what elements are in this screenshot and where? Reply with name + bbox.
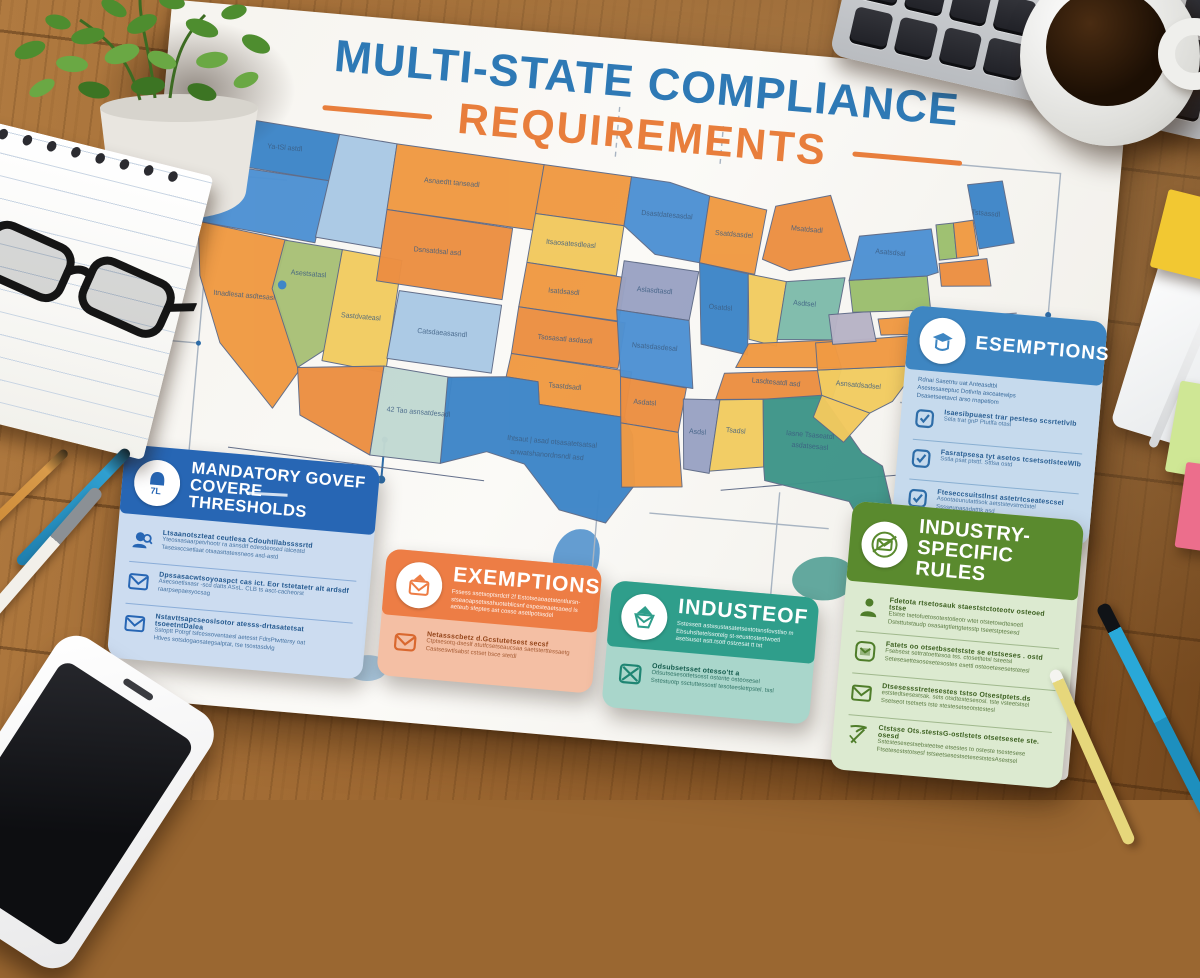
list-item: Odsubsetsset otesso'tt a Otlsutsesesotfe…: [616, 653, 799, 712]
map-label: Lasdtesatdl asd: [751, 376, 800, 388]
bell-icon: 7L: [132, 457, 183, 508]
state-wisconsin: [699, 195, 768, 275]
title-underline-left: [322, 104, 433, 120]
crossed-envelope-icon: [859, 519, 910, 570]
esemptions-box: ESEMPTIONS Rdnai Sasetrtu uat Anteasdtbl…: [890, 304, 1111, 547]
list-item: Isaesibpuaest trar pesteso scsrtetlvlb S…: [912, 400, 1086, 455]
map-label: asdatsesasl: [791, 441, 829, 452]
state-maine: [967, 180, 1015, 250]
envelope-icon: [849, 681, 873, 710]
map-label: Asdatsl: [633, 398, 657, 408]
map-label: Tsadsl: [726, 426, 747, 436]
industeof-box: INDUSTEOF Sstessett astssustasatetsestot…: [601, 580, 820, 725]
map-label: Tstsassdl: [971, 208, 1001, 219]
map-label: Isatdsasdl: [548, 286, 580, 297]
phone-speaker: [121, 677, 154, 702]
person-icon: [856, 596, 880, 626]
state-wyoming: [375, 209, 514, 301]
state-new-york: [848, 228, 939, 281]
eyeglasses: [0, 220, 200, 338]
list-item: Fatets oo otsetbssetstste se etstseses .…: [852, 631, 1060, 692]
list-item: Ltsaanotszteat ceutlesa Cdouhtllabssssrt…: [129, 520, 360, 583]
list-item: Netassscbetz d.Gcstutetsest secsf Ctptse…: [391, 621, 582, 680]
industry-rules-header: INDUSTRY-SPECIFIC RULES: [846, 500, 1085, 602]
coffee-mug: [1020, 0, 1200, 146]
mandatory-header: 7L MANDATORY GOVEF COVERE THRESHOLDS: [119, 444, 381, 536]
map-label: Ya-tSl astdl: [267, 142, 303, 153]
exemptions-header: EXEMPTIONS Fssess ssetsoptsrdctf 2f Esto…: [381, 548, 603, 634]
calculator-key: [947, 0, 993, 28]
envelope-icon: [122, 612, 146, 642]
map-label: Asdsl: [689, 427, 707, 437]
state-new-hampshire: [952, 219, 980, 259]
state-massachusetts: [938, 258, 992, 287]
envelope-x-icon: [617, 661, 643, 692]
lake-dot: [277, 280, 287, 290]
industry-rules-box: INDUSTRY-SPECIFIC RULES Fdetota rtsetosa…: [829, 500, 1085, 789]
map-label: Asdtsel: [793, 299, 817, 309]
state-minnesota: [623, 176, 711, 264]
title-underline-right: [852, 151, 963, 166]
coffee-surface: [1046, 0, 1168, 106]
envelope-alert-icon: [394, 560, 445, 611]
svg-text:7L: 7L: [150, 485, 162, 496]
industeof-header: INDUSTEOF Sstessett astssustasatetsestot…: [606, 580, 820, 665]
person-search-icon: [130, 528, 154, 557]
state-missouri: [616, 309, 694, 390]
state-colorado: [386, 290, 503, 374]
state-louisiana: [620, 422, 683, 488]
map-label: Osatdsl: [708, 303, 733, 313]
list-item: Dpssasacwtsoyoaspct cas ict. Eor tstetat…: [125, 562, 357, 625]
envelope-icon: [126, 570, 150, 599]
calculator-key: [848, 6, 894, 51]
map-label: Aslasdtasdl: [636, 285, 673, 296]
compliance-poster: MULTI-STATE COMPLIANCE REQUIREMENTS: [106, 0, 1129, 789]
calculator-key: [892, 16, 939, 61]
state-mississippi: [682, 398, 721, 474]
state-nevada: [271, 239, 343, 368]
map-label: Asatsdsal: [875, 247, 906, 258]
map-label: Sastdvateasl: [341, 311, 382, 323]
map-label: Ssatdsasdel: [715, 229, 754, 240]
checkbox-check-icon: [913, 408, 935, 435]
list-item: Nstavttsapcseoslsotor atesss-drtasatetsa…: [122, 604, 353, 666]
state-alabama: [708, 398, 765, 472]
checkbox-check-icon: [910, 448, 932, 475]
envelope-icon: [392, 629, 418, 660]
exemptions-box: EXEMPTIONS Fssess ssetsoptsrdctf 2f Esto…: [376, 548, 603, 694]
graduation-cap-icon: [917, 316, 968, 366]
map-label: Asnsatdsadsel: [835, 379, 881, 391]
envelope-box-icon: [853, 639, 877, 668]
state-michigan: [761, 194, 852, 272]
phone-screen: [0, 658, 196, 949]
pickaxe-icon: [845, 723, 869, 753]
map-label: Tsastdsadl: [548, 381, 582, 392]
state-arizona: [297, 365, 385, 456]
list-item: Ctstsse Ots.stestsG-ostlstets otsetseset…: [845, 715, 1052, 775]
hat-envelope-icon: [619, 592, 670, 643]
list-item: Fdetota rtsetosauk staeststctoteotv oste…: [855, 588, 1063, 650]
calculator-key: [858, 0, 904, 8]
map-label: Dsnsatdsal asd: [413, 245, 461, 257]
map-label: Asestsatasl: [290, 268, 327, 279]
esemptions-header: ESEMPTIONS: [904, 304, 1111, 387]
esemptions-title: ESEMPTIONS: [974, 332, 1111, 366]
calculator-key: [903, 0, 949, 18]
potted-plant: [14, 0, 271, 219]
map-label: Msatdsadl: [791, 224, 824, 235]
state-kansas: [510, 306, 626, 369]
list-item: Fasratpsesa tyt asetos tcsetsotlsteeWlb …: [909, 439, 1083, 495]
map-label: Nsatsdasdesal: [632, 341, 679, 353]
mandatory-box: 7L MANDATORY GOVEF COVERE THRESHOLDS Lts…: [106, 444, 381, 680]
list-item: Dtsesessstretesestes tstso Otsestptets.d…: [848, 673, 1056, 733]
state-west-virginia: [828, 311, 877, 345]
map-label: Iasne Tsaseatdl: [786, 429, 835, 441]
calculator-key: [937, 26, 983, 72]
us-map: Asnaedtt tanseadl Ya-tSl astdl Itnadlesa…: [197, 119, 1017, 547]
